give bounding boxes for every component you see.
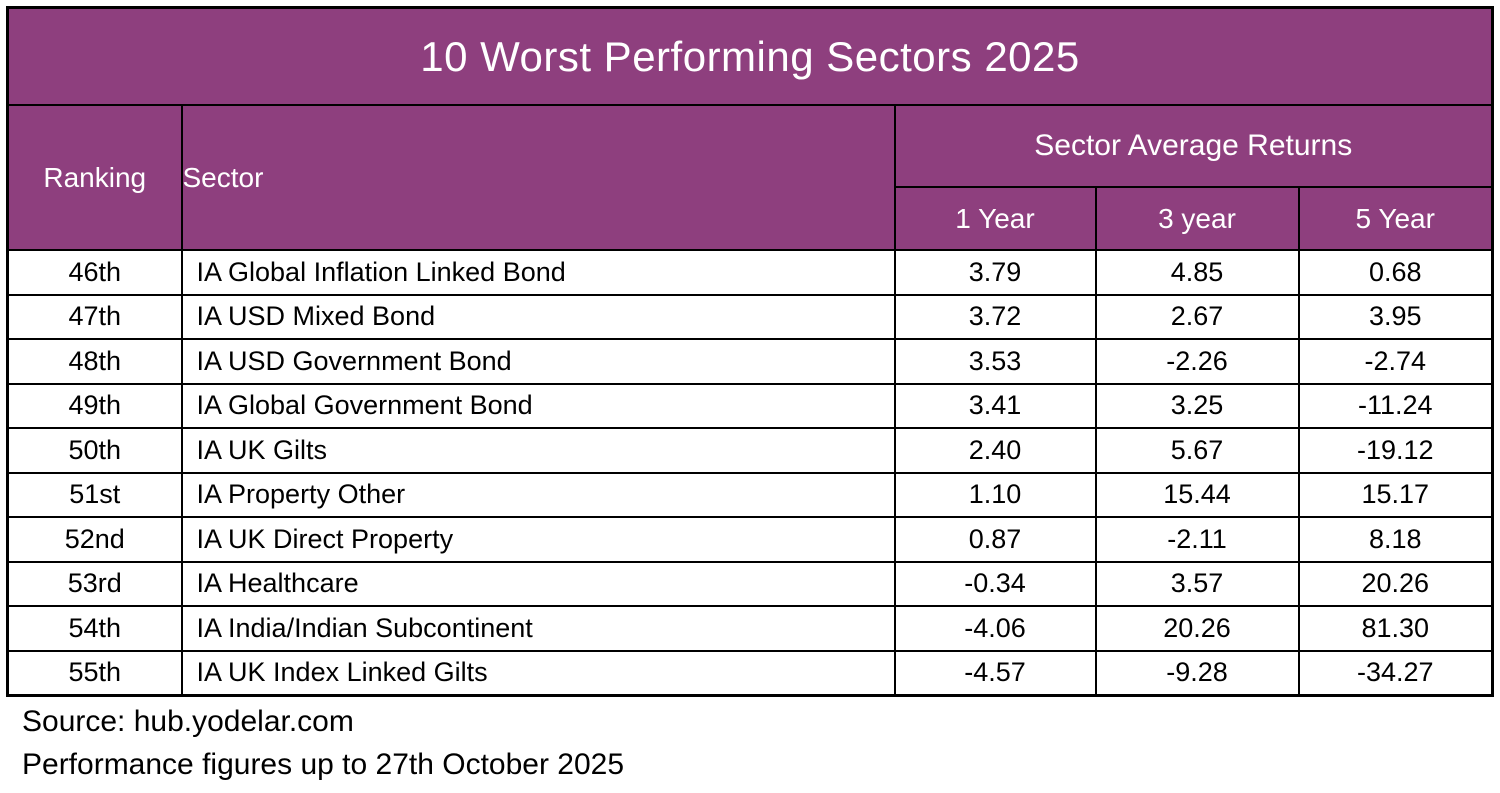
rank-cell: 48th (6, 338, 183, 385)
col-header-5-year: 5 Year (1297, 186, 1494, 251)
rank-cell: 54th (6, 605, 183, 652)
return-1-year-cell: 3.41 (893, 382, 1097, 429)
return-1-year-cell: 3.72 (893, 293, 1097, 340)
return-1-year-cell: 3.53 (893, 338, 1097, 385)
table-row: 47th IA USD Mixed Bond 3.72 2.67 3.95 (6, 293, 1494, 340)
return-3-year-cell: 2.67 (1094, 293, 1300, 340)
rank-cell: 47th (6, 293, 183, 340)
return-5-year-cell: 0.68 (1297, 249, 1494, 296)
sector-cell: IA USD Mixed Bond (180, 293, 896, 340)
source-line: Source: hub.yodelar.com (22, 705, 354, 738)
return-3-year-cell: 3.25 (1094, 382, 1300, 429)
table-row: 49th IA Global Government Bond 3.41 3.25 -11… (6, 382, 1494, 429)
worst-performing-sectors-table: 10 Worst Performing Sectors 2025 Ranking… (6, 6, 1494, 697)
sector-cell: IA Global Inflation Linked Bond (180, 249, 896, 296)
col-header-sector: Sector (180, 104, 896, 251)
table-title: 10 Worst Performing Sectors 2025 (6, 6, 1494, 106)
col-header-3-year: 3 year (1094, 186, 1300, 251)
return-1-year-cell: -4.57 (893, 649, 1097, 697)
return-1-year-cell: 3.79 (893, 249, 1097, 296)
sector-cell: IA UK Index Linked Gilts (180, 649, 896, 697)
return-5-year-cell: 3.95 (1297, 293, 1494, 340)
return-5-year-cell: 20.26 (1297, 560, 1494, 607)
return-1-year-cell: -4.06 (893, 605, 1097, 652)
rank-cell: 46th (6, 249, 183, 296)
rank-cell: 49th (6, 382, 183, 429)
return-5-year-cell: 15.17 (1297, 471, 1494, 518)
table-row: 48th IA USD Government Bond 3.53 -2.26 -2.74 (6, 338, 1494, 385)
rank-cell: 53rd (6, 560, 183, 607)
footer: Source: hub.yodelar.com Performance figu… (22, 700, 624, 786)
table-body: 46th IA Global Inflation Linked Bond 3.79 4… (6, 249, 1494, 697)
return-3-year-cell: 15.44 (1094, 471, 1300, 518)
table-row: 55th IA UK Index Linked Gilts -4.57 -9.28 -3… (6, 649, 1494, 697)
rank-cell: 51st (6, 471, 183, 518)
sector-cell: IA Global Government Bond (180, 382, 896, 429)
return-3-year-cell: -9.28 (1094, 649, 1300, 697)
return-3-year-cell: 3.57 (1094, 560, 1300, 607)
table-row: 46th IA Global Inflation Linked Bond 3.79 4… (6, 249, 1494, 296)
return-5-year-cell: 81.30 (1297, 605, 1494, 652)
return-3-year-cell: 4.85 (1094, 249, 1300, 296)
sector-cell: IA Healthcare (180, 560, 896, 607)
table-row: 54th IA India/Indian Subcontinent -4.06 20.… (6, 605, 1494, 652)
sector-cell: IA USD Government Bond (180, 338, 896, 385)
col-header-returns-group: Sector Average Returns (893, 104, 1494, 188)
return-1-year-cell: 1.10 (893, 471, 1097, 518)
return-3-year-cell: -2.26 (1094, 338, 1300, 385)
sector-cell: IA India/Indian Subcontinent (180, 605, 896, 652)
return-5-year-cell: -19.12 (1297, 427, 1494, 474)
table-title-row: 10 Worst Performing Sectors 2025 (6, 6, 1494, 106)
table-subheader-row: 1 Year 3 year 5 Year (8, 186, 1494, 251)
return-5-year-cell: 8.18 (1297, 516, 1494, 563)
return-5-year-cell: -11.24 (1297, 382, 1494, 429)
return-3-year-cell: -2.11 (1094, 516, 1300, 563)
col-header-1-year: 1 Year (893, 186, 1097, 251)
table-header-row: Ranking Sector Sector Average Returns (6, 104, 1494, 251)
rank-cell: 52nd (6, 516, 183, 563)
return-1-year-cell: 2.40 (893, 427, 1097, 474)
table-row: 50th IA UK Gilts 2.40 5.67 -19.12 (6, 427, 1494, 474)
return-5-year-cell: -34.27 (1297, 649, 1494, 697)
rank-cell: 50th (6, 427, 183, 474)
performance-note-line: Performance figures up to 27th October 2… (22, 748, 625, 781)
return-3-year-cell: 5.67 (1094, 427, 1300, 474)
col-header-ranking: Ranking (6, 104, 183, 251)
return-3-year-cell: 20.26 (1094, 605, 1300, 652)
sector-cell: IA UK Gilts (180, 427, 896, 474)
return-1-year-cell: 0.87 (893, 516, 1097, 563)
table-row: 51st IA Property Other 1.10 15.44 15.17 (6, 471, 1494, 518)
rank-cell: 55th (6, 649, 183, 697)
sector-cell: IA Property Other (180, 471, 896, 518)
table-row: 52nd IA UK Direct Property 0.87 -2.11 8.18 (6, 516, 1494, 563)
return-1-year-cell: -0.34 (893, 560, 1097, 607)
return-5-year-cell: -2.74 (1297, 338, 1494, 385)
table-row: 53rd IA Healthcare -0.34 3.57 20.26 (6, 560, 1494, 607)
sector-cell: IA UK Direct Property (180, 516, 896, 563)
